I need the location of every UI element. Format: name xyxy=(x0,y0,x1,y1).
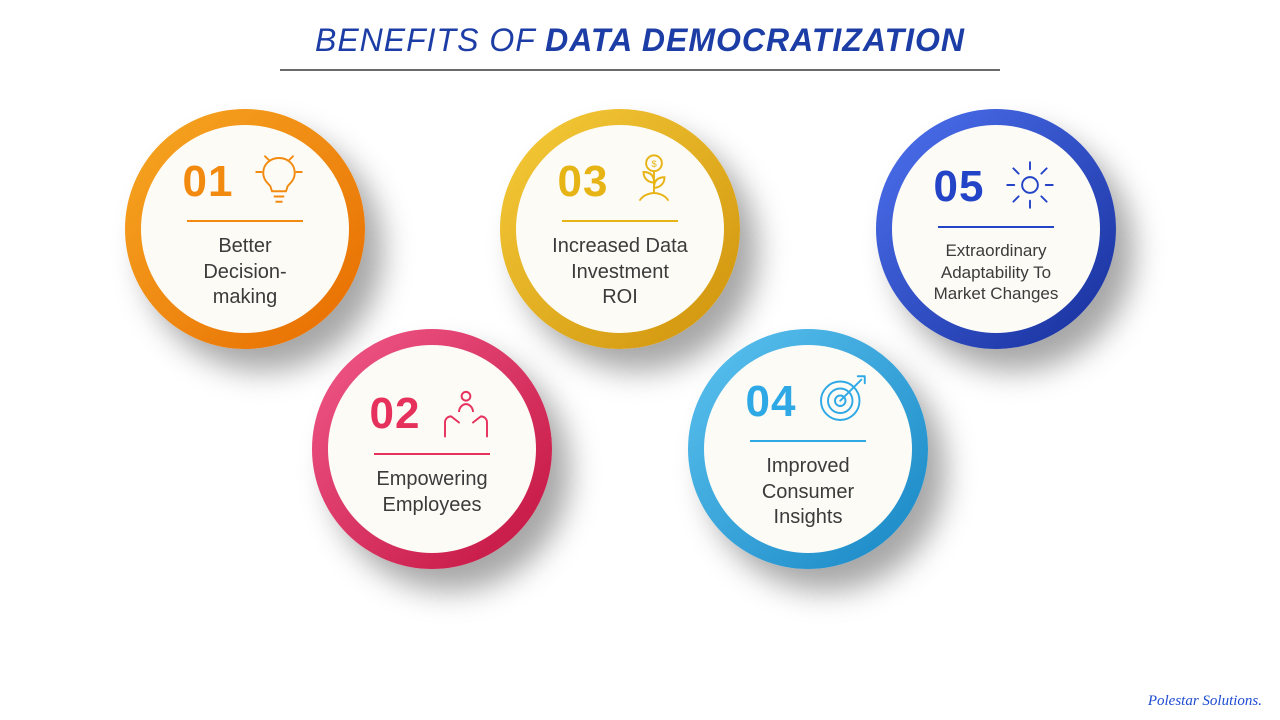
benefit-header-row: 05 xyxy=(934,157,1059,218)
benefit-number: 03 xyxy=(558,160,609,204)
benefit-number: 01 xyxy=(183,160,234,204)
benefit-header-row: 02 xyxy=(370,384,495,445)
benefit-divider xyxy=(750,440,865,442)
benefit-label: Empowering Employees xyxy=(363,467,501,518)
title-emphasis: DATA DEMOCRATIZATION xyxy=(545,22,965,58)
benefit-inner: 02 Empowering Employees xyxy=(328,345,536,553)
hands-person-icon xyxy=(438,384,494,445)
page-title: BENEFITS OF DATA DEMOCRATIZATION xyxy=(315,22,965,59)
infographic-stage: 01 Better Decision-making 02 Empowering Emp… xyxy=(0,71,1280,671)
benefit-header-row: 01 xyxy=(183,151,308,212)
gear-icon xyxy=(1002,157,1058,218)
benefit-divider xyxy=(187,220,302,222)
benefit-header-row: 04 xyxy=(746,371,871,432)
title-block: BENEFITS OF DATA DEMOCRATIZATION xyxy=(0,0,1280,71)
benefit-divider xyxy=(562,220,677,222)
title-prefix: BENEFITS OF xyxy=(315,22,545,58)
lightbulb-icon xyxy=(251,151,307,212)
money-plant-icon: $ xyxy=(626,151,682,212)
benefit-inner: 01 Better Decision-making xyxy=(141,125,349,333)
target-icon xyxy=(814,371,870,432)
benefit-node-4: 04 Improved Consumer Insights xyxy=(688,329,928,569)
benefit-node-1: 01 Better Decision-making xyxy=(125,109,365,349)
benefit-divider xyxy=(938,226,1053,228)
benefit-number: 05 xyxy=(934,165,985,209)
benefit-label: Increased Data Investment ROI xyxy=(551,234,689,311)
benefit-node-3: 03 $ Increased Data Investment ROI xyxy=(500,109,740,349)
benefit-inner: 04 Improved Consumer Insights xyxy=(704,345,912,553)
benefit-node-5: 05 Extraordinary Adaptability To Market C… xyxy=(876,109,1116,349)
benefit-label: Extraordinary Adaptability To Market Cha… xyxy=(927,240,1065,305)
benefit-label: Improved Consumer Insights xyxy=(739,454,877,531)
svg-text:$: $ xyxy=(652,159,658,170)
benefit-number: 02 xyxy=(370,392,421,436)
benefit-divider xyxy=(374,453,489,455)
benefit-number: 04 xyxy=(746,380,797,424)
attribution: Polestar Solutions. xyxy=(1148,693,1262,710)
benefit-inner: 05 Extraordinary Adaptability To Market C… xyxy=(892,125,1100,333)
benefit-node-2: 02 Empowering Employees xyxy=(312,329,552,569)
benefit-header-row: 03 $ xyxy=(558,151,683,212)
benefit-inner: 03 $ Increased Data Investment ROI xyxy=(516,125,724,333)
benefit-label: Better Decision-making xyxy=(176,234,314,311)
